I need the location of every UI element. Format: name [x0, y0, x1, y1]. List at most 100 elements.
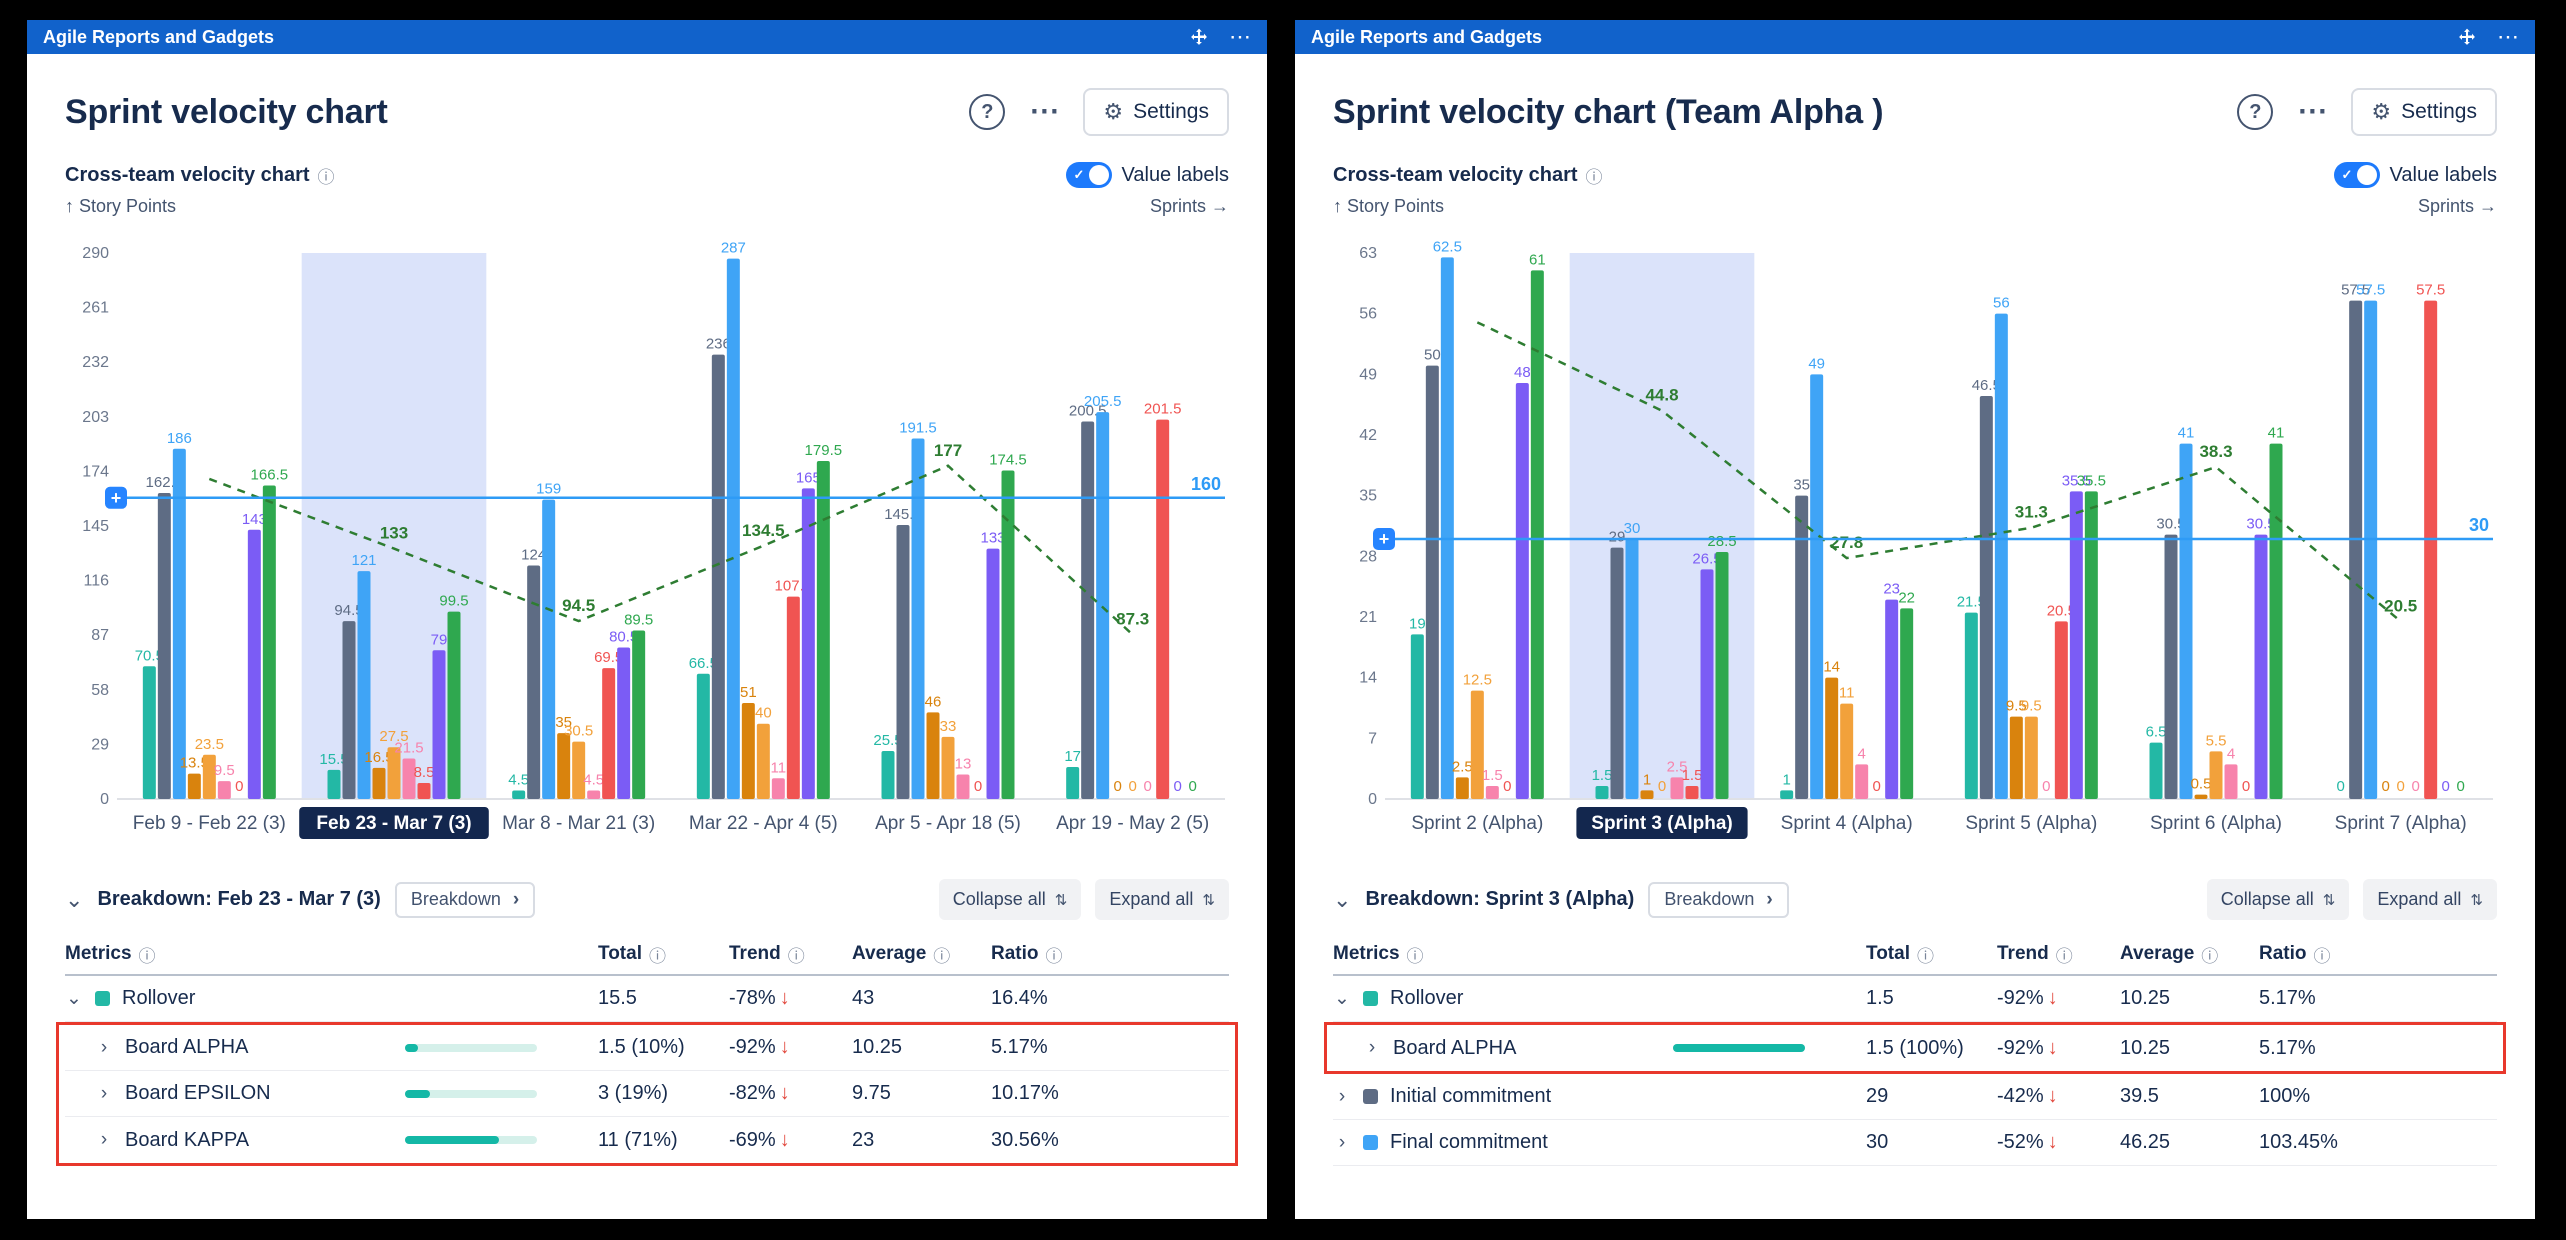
bar-green-series[interactable] — [2084, 491, 2098, 799]
value-labels-toggle[interactable]: ✓ Value labels — [1065, 162, 1229, 188]
info-icon[interactable]: ⓘ — [1406, 946, 1424, 966]
bar-pink-series[interactable] — [771, 778, 785, 799]
collapse-all-button[interactable]: Collapse all ⇅ — [938, 879, 1082, 920]
more-options-button[interactable]: ⋯ — [1029, 95, 1060, 128]
x-axis-label[interactable]: Sprint 4 (Alpha) — [1781, 813, 1913, 834]
table-row[interactable]: › Board ALPHA 1.5 (100%) -92% ↓ 10.25 5.17% — [1333, 1025, 2497, 1071]
info-icon[interactable]: ⓘ — [317, 167, 335, 187]
bar-orange-series[interactable] — [1455, 777, 1469, 799]
bar-orange-series[interactable] — [2194, 794, 2208, 799]
bar-Rollover[interactable] — [1066, 766, 1080, 799]
info-icon[interactable]: ⓘ — [1585, 167, 1603, 187]
bar-Final commitment[interactable] — [357, 571, 371, 799]
bar-green-series[interactable] — [447, 611, 461, 799]
gadget-menu-icon[interactable]: ⋯ — [2497, 24, 2519, 49]
table-row[interactable]: › Initial commitment 29 -42% ↓ 39.5 100% — [1333, 1074, 2497, 1120]
bar-Initial commitment[interactable] — [1795, 495, 1809, 799]
table-row[interactable]: › Board ALPHA 1.5 (10%) -92% ↓ 10.25 5.17% — [65, 1025, 1229, 1071]
bar-amber-series[interactable] — [2209, 751, 2223, 799]
bar-Rollover[interactable] — [1410, 634, 1424, 799]
bar-pink-series[interactable] — [217, 781, 231, 799]
toggle-switch[interactable]: ✓ — [1065, 162, 1112, 188]
bar-Rollover[interactable] — [696, 673, 710, 799]
bar-red-series[interactable] — [417, 782, 431, 799]
chevron-down-icon[interactable]: ⌄ — [1334, 988, 1350, 1009]
bar-Rollover[interactable] — [512, 790, 526, 799]
x-axis-label-selected[interactable]: Sprint 3 (Alpha) — [1591, 813, 1732, 834]
x-axis-label[interactable]: Sprint 5 (Alpha) — [1965, 813, 2097, 834]
chevron-down-icon[interactable]: ⌄ — [1333, 886, 1352, 912]
x-axis-label[interactable]: Mar 22 - Apr 4 (5) — [689, 813, 838, 834]
x-axis-label[interactable]: Feb 9 - Feb 22 (3) — [133, 813, 286, 834]
bar-Initial commitment[interactable] — [1610, 547, 1624, 799]
selected-sprint-pill[interactable] — [299, 807, 489, 839]
table-row[interactable]: ⌄ Rollover 15.5 -78% ↓ 43 16.4% — [65, 976, 1229, 1022]
bar-amber-series[interactable] — [941, 736, 955, 799]
bar-green-series[interactable] — [1715, 552, 1729, 799]
info-icon[interactable]: ⓘ — [138, 946, 156, 966]
bar-red-series[interactable] — [1156, 419, 1170, 799]
bar-red-series[interactable] — [2054, 621, 2068, 799]
bar-pink-series[interactable] — [2224, 764, 2238, 799]
bar-amber-series[interactable] — [1840, 703, 1854, 799]
gadget-menu-icon[interactable]: ⋯ — [1229, 24, 1251, 49]
bar-Rollover[interactable] — [142, 666, 156, 799]
chevron-right-icon[interactable]: › — [100, 1082, 108, 1104]
bar-Final commitment[interactable] — [911, 438, 925, 799]
bar-Final commitment[interactable] — [1625, 539, 1639, 799]
toggle-switch[interactable]: ✓ — [2333, 162, 2380, 188]
bar-orange-series[interactable] — [1825, 677, 1839, 799]
table-row[interactable]: › Board EPSILON 3 (19%) -82% ↓ 9.75 10.17% — [65, 1071, 1229, 1117]
bar-Rollover[interactable] — [1780, 790, 1794, 799]
bar-green-series[interactable] — [632, 630, 646, 799]
more-options-button[interactable]: ⋯ — [2297, 95, 2328, 128]
bar-purple-series[interactable] — [1515, 383, 1529, 799]
bar-Final commitment[interactable] — [2364, 300, 2378, 799]
bar-red-series[interactable] — [602, 668, 616, 799]
bar-orange-series[interactable] — [372, 767, 386, 799]
bar-pink-series[interactable] — [1670, 777, 1684, 799]
x-axis-label[interactable]: Sprint 7 (Alpha) — [2335, 813, 2467, 834]
bar-purple-series[interactable] — [2069, 491, 2083, 799]
bar-green-series[interactable] — [1530, 270, 1544, 799]
bar-purple-series[interactable] — [1885, 599, 1899, 799]
x-axis-label-selected[interactable]: Feb 23 - Mar 7 (3) — [316, 813, 471, 834]
chevron-right-icon[interactable]: › — [1338, 1131, 1346, 1153]
bar-purple-series[interactable] — [801, 488, 815, 799]
bar-amber-series[interactable] — [572, 741, 586, 799]
bar-Initial commitment[interactable] — [342, 621, 356, 799]
chevron-down-icon[interactable]: ⌄ — [66, 988, 82, 1009]
bar-orange-series[interactable] — [187, 773, 201, 799]
bar-orange-series[interactable] — [2009, 716, 2023, 799]
bar-red-series[interactable] — [786, 596, 800, 799]
bar-Initial commitment[interactable] — [1425, 365, 1439, 799]
bar-red-series[interactable] — [1685, 786, 1699, 799]
x-axis-label[interactable]: Mar 8 - Mar 21 (3) — [502, 813, 655, 834]
bar-amber-series[interactable] — [2024, 716, 2038, 799]
bar-Initial commitment[interactable] — [711, 354, 725, 799]
bar-Rollover[interactable] — [1595, 786, 1609, 799]
target-line-handle[interactable] — [1373, 528, 1395, 550]
bar-Rollover[interactable] — [881, 750, 895, 799]
expand-all-button[interactable]: Expand all ⇅ — [2363, 879, 2497, 920]
table-row[interactable]: › Final commitment 30 -52% ↓ 46.25 103.45% — [1333, 1120, 2497, 1166]
info-icon[interactable]: ⓘ — [1045, 946, 1063, 966]
bar-green-series[interactable] — [816, 461, 830, 799]
target-line-handle[interactable] — [105, 486, 127, 509]
bar-pink-series[interactable] — [587, 790, 601, 799]
bar-orange-series[interactable] — [1640, 790, 1654, 799]
bar-pink-series[interactable] — [402, 758, 416, 799]
x-axis-label[interactable]: Sprint 6 (Alpha) — [2150, 813, 2282, 834]
table-row[interactable]: › Board KAPPA 11 (71%) -69% ↓ 23 30.56% — [65, 1117, 1229, 1163]
breakdown-chip[interactable]: Breakdown › — [1648, 881, 1789, 918]
bar-orange-series[interactable] — [557, 733, 571, 799]
bar-purple-series[interactable] — [986, 548, 1000, 799]
x-axis-label[interactable]: Apr 19 - May 2 (5) — [1056, 813, 1209, 834]
bar-Initial commitment[interactable] — [896, 525, 910, 799]
chevron-right-icon[interactable]: › — [1338, 1085, 1346, 1107]
bar-orange-series[interactable] — [741, 702, 755, 799]
bar-Initial commitment[interactable] — [2349, 300, 2363, 799]
bar-Rollover[interactable] — [327, 769, 341, 799]
bar-Final commitment[interactable] — [1096, 412, 1110, 799]
